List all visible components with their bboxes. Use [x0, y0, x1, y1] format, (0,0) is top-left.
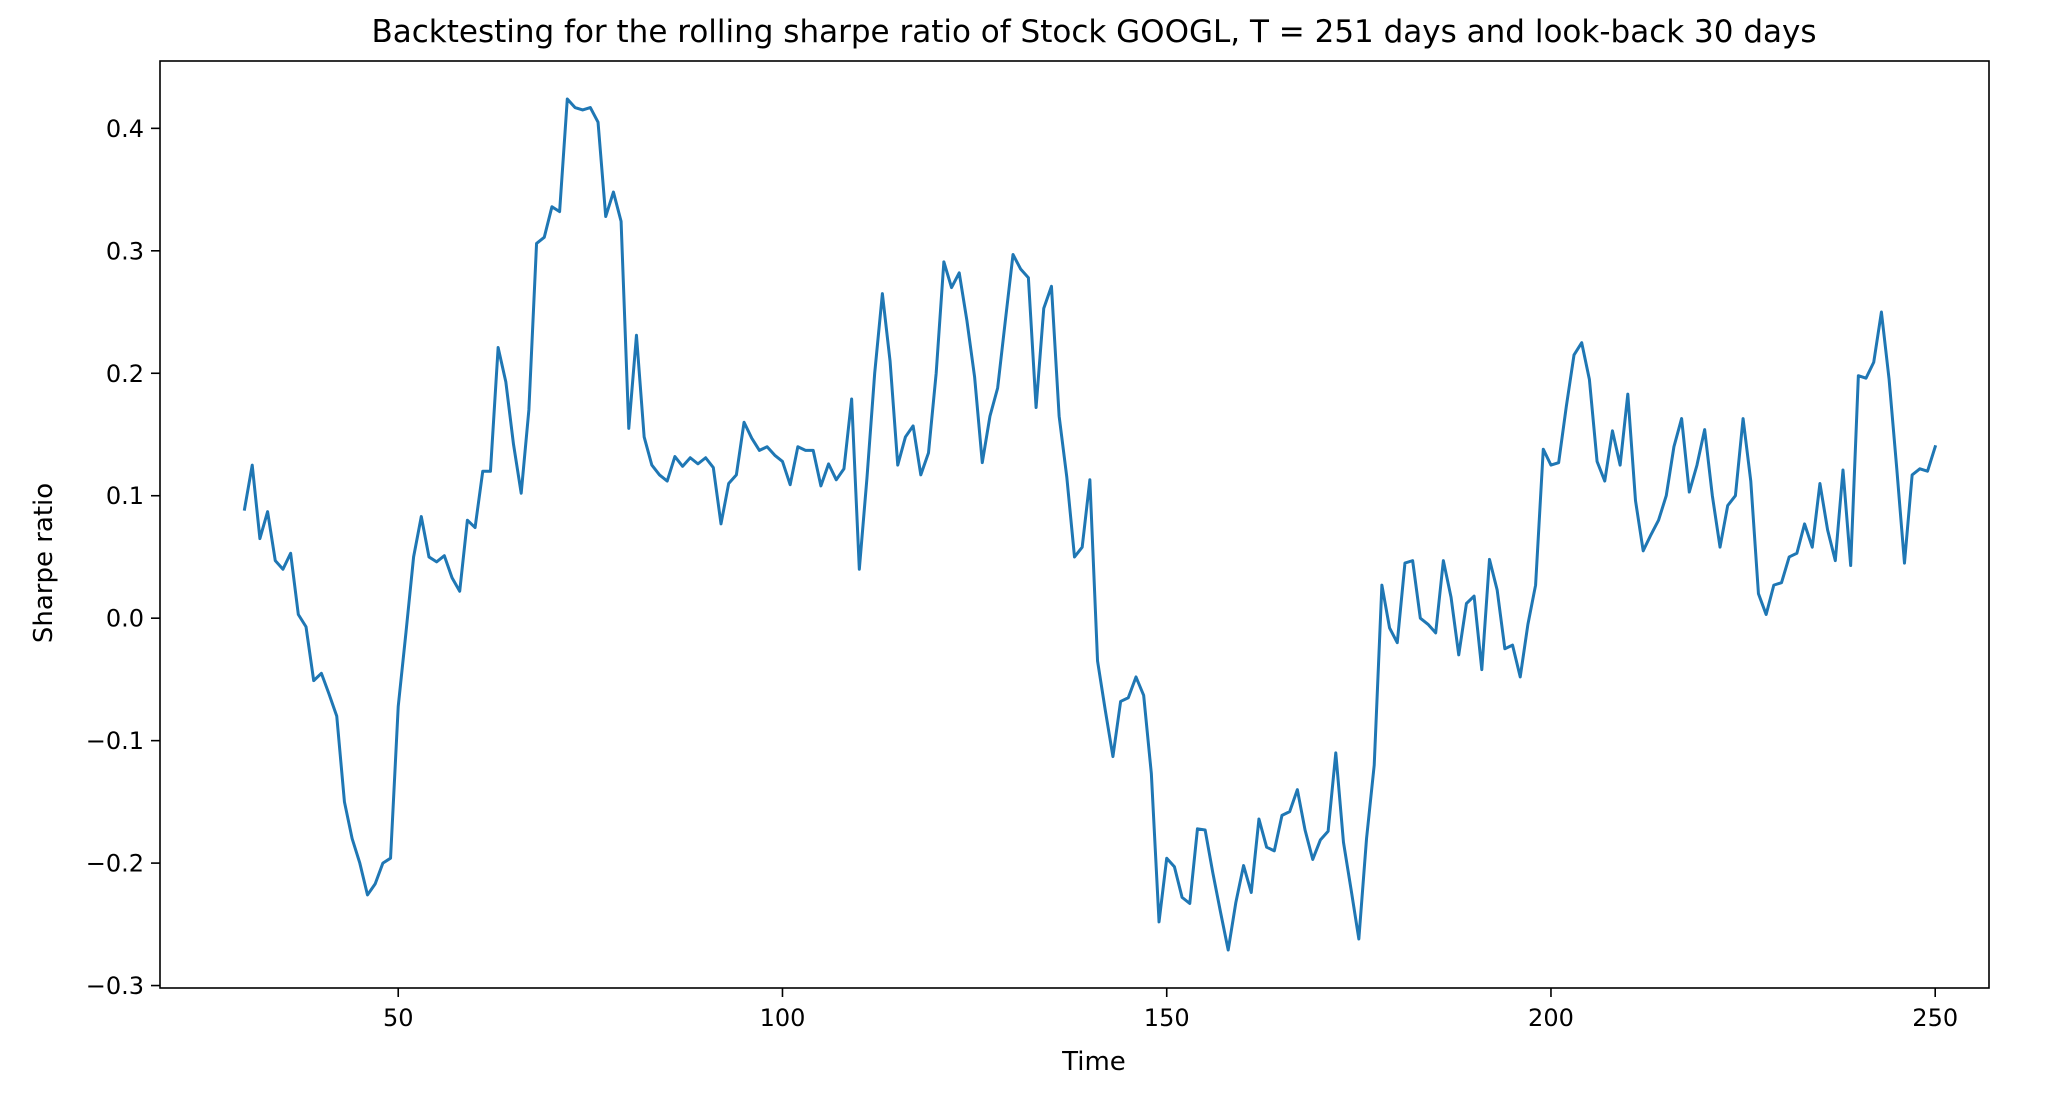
plot-area: [242, 97, 1938, 952]
x-axis-label: Time: [1061, 1047, 1126, 1077]
chart-title: Backtesting for the rolling sharpe ratio…: [371, 14, 1816, 50]
y-tick-label: −0.3: [86, 972, 144, 1000]
series-line-0: [242, 97, 1938, 952]
x-axis: 50 100 150 200 250: [383, 988, 1958, 1032]
y-tick-label: 0.1: [106, 482, 144, 510]
y-tick-label: 0.2: [106, 360, 144, 388]
x-tick-label: 50: [383, 1004, 414, 1032]
x-tick-label: 250: [1912, 1004, 1958, 1032]
y-tick-label: −0.2: [86, 850, 144, 878]
y-tick-label: 0.4: [106, 115, 144, 143]
y-tick-label: −0.1: [86, 727, 144, 755]
y-tick-label: 0.3: [106, 237, 144, 265]
x-tick-label: 100: [760, 1004, 806, 1032]
y-axis: −0.3 −0.2 −0.1 0.0 0.1 0.2 0.3 0.4: [86, 115, 160, 1000]
x-tick-label: 200: [1528, 1004, 1574, 1032]
plot-frame: [159, 60, 1990, 989]
x-tick-label: 150: [1144, 1004, 1190, 1032]
y-tick-label: 0.0: [106, 605, 144, 633]
y-axis-label: Sharpe ratio: [29, 483, 59, 643]
